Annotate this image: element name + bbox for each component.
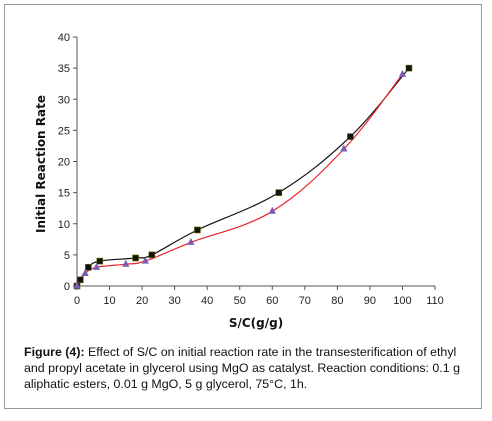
y-tick-label: 5 [64,250,70,262]
y-tick-label: 10 [58,219,70,231]
series-1-point [132,254,139,262]
series-2-point [340,144,348,152]
x-tick-label: 100 [393,295,411,307]
series-2-point [92,262,101,270]
series-1-point [85,264,92,271]
x-tick-label: 110 [426,295,444,307]
series-2-point [268,206,276,214]
x-tick-label: 10 [103,295,115,307]
x-tick-label: 90 [364,295,376,307]
series-1-point [148,251,156,259]
x-tick-label: 60 [266,295,278,307]
series-2-point [187,237,195,245]
y-tick-label: 40 [58,32,70,44]
x-tick-label: 30 [169,295,181,307]
series-1-point [275,189,283,196]
series-1-line [76,67,410,287]
series-1-point [405,64,413,72]
x-tick-label: 80 [331,295,343,307]
y-tick-label: 20 [58,157,70,169]
series-1-point [194,226,201,234]
chart-markers [73,64,413,290]
series-2-point [398,69,407,77]
series-2-point [81,269,89,277]
figure-caption: Figure (4): Effect of S/C on initial rea… [24,344,474,392]
x-tick-label: 0 [74,295,80,307]
y-tick-label: 25 [58,125,70,137]
x-tick-label: 40 [201,295,213,307]
chart-lines [76,67,410,287]
series-2-line [76,73,403,287]
series-1-point [347,133,354,140]
series-2-point [141,256,149,264]
y-tick-label: 35 [58,63,70,75]
series-2-point [122,259,130,267]
x-tick-label: 70 [299,295,311,307]
y-tick-label: 30 [58,94,70,106]
figure-caption-text: Effect of S/C on initial reaction rate i… [24,345,460,391]
y-tick-label: 15 [58,188,70,200]
x-tick-label: 50 [234,295,246,307]
y-axis-title: Initial Reaction Rate [34,95,48,233]
x-axis-title: S/C(g/g) [229,316,283,330]
series-2-point [73,281,81,289]
figure-label: Figure (4): [24,345,85,359]
y-tick-label: 0 [64,281,70,293]
x-tick-label: 20 [136,295,148,307]
chart-axes: 0 5 10 15 20 25 30 35 40 0 10 20 30 40 50 60 70 80 90 100 11… [58,32,444,307]
series-1-point [96,257,104,265]
series-1-point [76,276,84,284]
